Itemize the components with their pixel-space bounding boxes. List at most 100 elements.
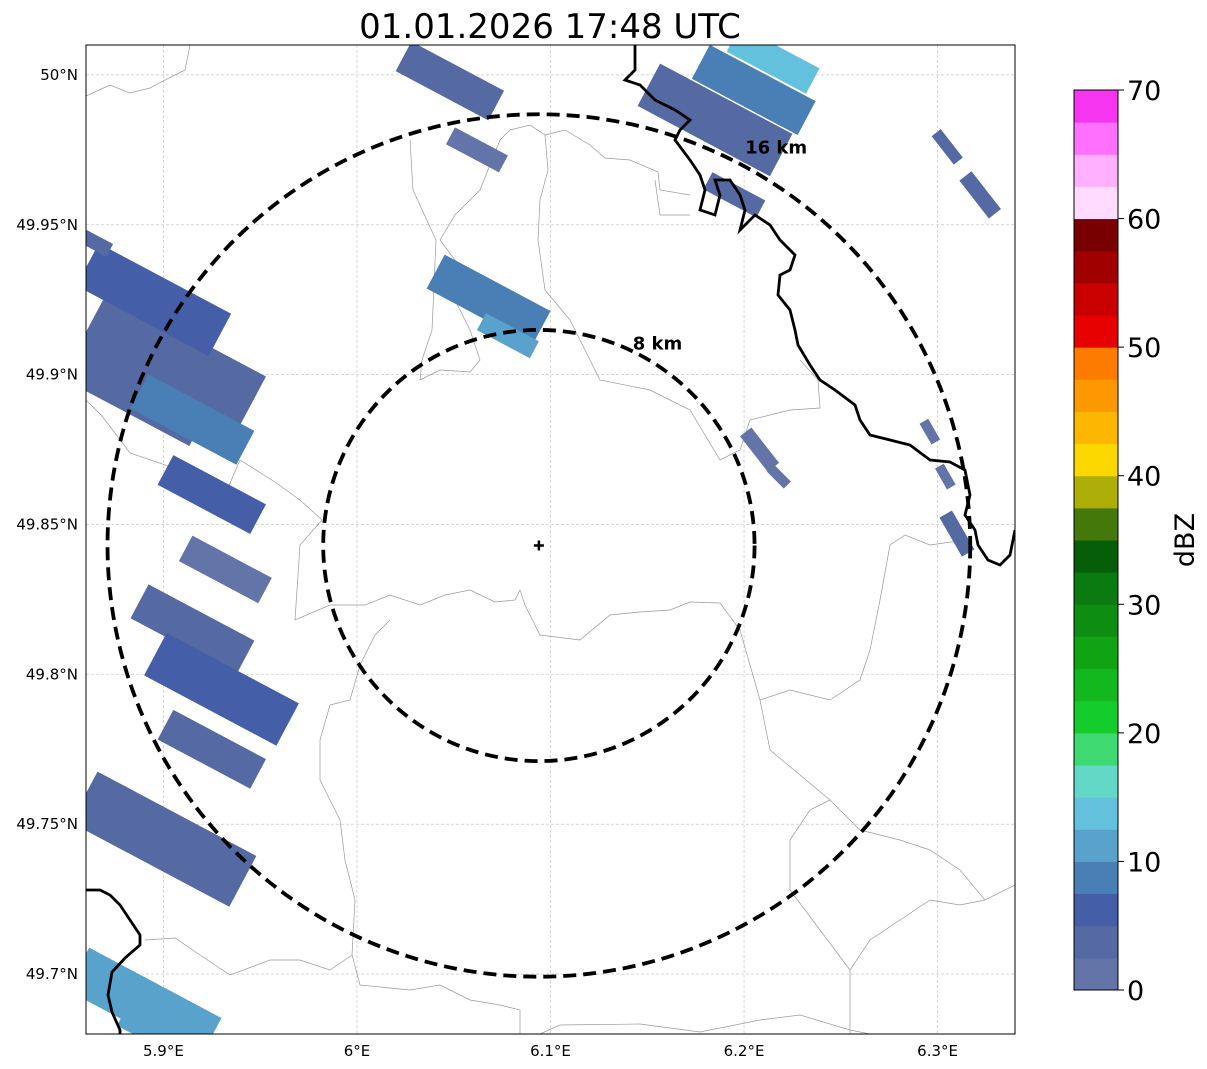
range-ring [105, 112, 973, 979]
lat-tick-label: 49.7°N [26, 965, 78, 983]
colorbar-segment [1074, 957, 1118, 991]
colorbar-segment [1074, 475, 1118, 509]
lon-tick-label: 6°E [344, 1042, 371, 1060]
radar-echo [86, 222, 114, 257]
range-ring [321, 327, 757, 764]
border-line [86, 888, 142, 1034]
radar-echo [703, 172, 766, 218]
colorbar-tick-label: 50 [1127, 333, 1161, 364]
colorbar-tick-label: 70 [1127, 76, 1161, 107]
radar-echo [86, 292, 266, 428]
colorbar-tick-label: 0 [1127, 976, 1144, 1007]
colorbar-segment [1074, 893, 1118, 927]
national-borders [86, 45, 1015, 1034]
colorbar-segment [1074, 797, 1118, 830]
lon-tick-label: 6.1°E [530, 1042, 571, 1060]
radar-echoes [86, 45, 1001, 1034]
plus-icon [533, 540, 544, 551]
radar-echo [931, 129, 963, 165]
range-rings: 8 km 16 km [105, 112, 973, 979]
colorbar-segments [1074, 90, 1118, 991]
colorbar-segment [1074, 122, 1118, 155]
radar-echo [935, 463, 956, 490]
radar-echo [939, 510, 975, 557]
lat-tick-label: 49.9°N [26, 366, 78, 384]
colorbar-segment [1074, 861, 1118, 895]
boundary-line [759, 534, 966, 701]
radar-echo [637, 63, 793, 177]
boundary-line [544, 129, 691, 196]
boundary-line [419, 124, 821, 461]
boundary-line [144, 937, 353, 976]
colorbar-tick-label: 60 [1127, 205, 1161, 236]
colorbar-segment [1074, 765, 1118, 798]
lat-tick-label: 49.85°N [16, 516, 78, 534]
lon-tick-label: 5.9°E [143, 1042, 184, 1060]
colorbar: 0 10 20 30 40 50 60 70 dBZ [1073, 76, 1201, 1007]
boundary-line [654, 179, 690, 216]
radar-echo [86, 243, 232, 357]
colorbar-segment [1074, 315, 1118, 348]
colorbar-segment [1074, 443, 1118, 477]
radar-echo [726, 45, 820, 94]
colorbar-frame [1073, 89, 1119, 991]
radar-echo [476, 313, 539, 359]
boundary-line [294, 519, 1015, 901]
colorbar-segment [1074, 282, 1118, 316]
colorbar-segment [1074, 90, 1118, 123]
colorbar-segment [1074, 540, 1118, 573]
radar-echo [740, 427, 780, 472]
radar-echo [116, 1000, 210, 1034]
boundary-line [789, 799, 851, 971]
radar-echo [395, 45, 505, 121]
colorbar-segment [1074, 925, 1118, 959]
boundary-line [539, 1014, 871, 1034]
colorbar-tick-label: 40 [1127, 462, 1161, 493]
colorbar-segment [1074, 732, 1118, 766]
radar-echo [178, 535, 272, 604]
colorbar-segment [1074, 700, 1118, 734]
map-title: 01.01.2026 17:48 UTC [359, 7, 741, 47]
radar-echo [144, 633, 299, 746]
border-line [622, 45, 1015, 567]
radar-echo [426, 254, 551, 345]
map-area: 8 km 16 km [86, 45, 1015, 1034]
colorbar-segment [1074, 572, 1118, 605]
colorbar-segment [1074, 218, 1118, 252]
colorbar-segment [1074, 829, 1118, 862]
boundary-line [409, 139, 437, 241]
colorbar-tick-label: 20 [1127, 719, 1161, 750]
map-frame [85, 44, 1016, 1035]
radar-echo [959, 171, 1001, 219]
radar-echo [691, 45, 816, 136]
colorbar-segment [1074, 154, 1118, 187]
lat-tick-label: 49.95°N [16, 216, 78, 234]
radar-echo [86, 771, 257, 907]
colorbar-segment [1074, 507, 1118, 541]
axis-tick-labels: 5.9°E 6°E 6.1°E 6.2°E 6.3°E 50°N 49.95°N 49.9°N… [16, 66, 958, 1060]
colorbar-segment [1074, 379, 1118, 412]
colorbar-segment [1074, 604, 1118, 637]
radar-echo [919, 418, 941, 445]
colorbar-segment [1074, 347, 1118, 380]
colorbar-segment [1074, 636, 1118, 670]
range-ring-label: 8 km [633, 333, 683, 354]
radar-echo [130, 374, 255, 465]
radar-echo [766, 464, 791, 489]
colorbar-ticks: 0 10 20 30 40 50 60 70 [1118, 76, 1161, 1007]
radar-echo [130, 584, 255, 675]
colorbar-segment [1074, 186, 1118, 220]
radar-echo [157, 709, 266, 789]
boundary-line [86, 45, 191, 97]
lon-tick-label: 6.3°E [917, 1042, 958, 1060]
radar-echo [157, 455, 266, 534]
colorbar-segment [1074, 250, 1118, 284]
colorbar-label: dBZ [1170, 513, 1201, 567]
lon-tick-label: 6.2°E [724, 1042, 765, 1060]
lat-tick-label: 50°N [40, 66, 78, 84]
colorbar-tick-label: 10 [1127, 847, 1161, 878]
lat-tick-label: 49.8°N [26, 665, 78, 683]
radar-echo [445, 127, 508, 173]
colorbar-segment [1074, 668, 1118, 702]
lat-tick-label: 49.75°N [16, 815, 78, 833]
